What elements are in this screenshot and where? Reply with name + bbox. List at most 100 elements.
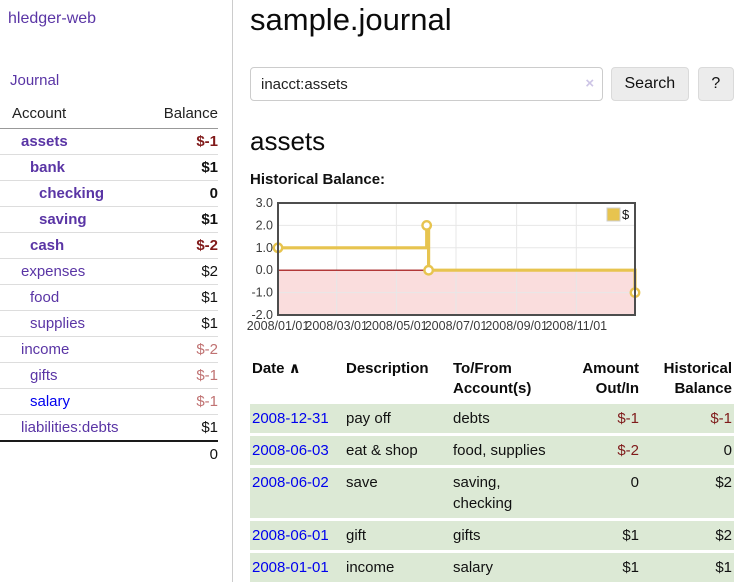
register-column-header-to-from-account-s-: To/From Account(s) [453,360,532,397]
sidebar-account-link-expenses[interactable]: expenses [21,263,86,280]
balance-column-header: Balance [128,101,218,129]
sidebar-account-link-cash[interactable]: cash [30,237,65,254]
account-name-cell: supplies [0,310,128,337]
y-tick-label: -1.0 [251,286,273,300]
account-name-cell: expenses [0,258,128,285]
sidebar-account-balance: $1 [128,154,218,181]
transaction-date-cell: 2008-12-31 [250,404,346,436]
sidebar-account-balance: $-1 [128,362,218,389]
data-point-marker [423,264,435,276]
register-transaction-row: 2008-12-31 pay off debts $-1 $-1 [250,404,734,436]
sidebar-account-link-liabilities-debts[interactable]: liabilities:debts [21,419,119,436]
sidebar-account-row: gifts $-1 [0,362,218,389]
account-name-cell: saving [0,206,128,233]
sidebar-account-rows: assets $-1 bank $1 checking 0 saving $1 cash $-2 e… [0,128,218,442]
transaction-date-cell: 2008-06-01 [250,519,346,553]
transaction-description: pay off [346,404,453,436]
account-name-cell: income [0,336,128,363]
sidebar-account-link-assets[interactable]: assets [21,133,68,150]
register-column-header-date[interactable]: Date ∧ [252,360,301,377]
transaction-accounts: debts [453,404,565,436]
x-tick-label: 2008/03/01 [305,319,368,333]
sidebar-account-link-food[interactable]: food [30,289,60,306]
register-header-row: Date ∧ Description To/From Account(s) Amoun… [250,359,734,404]
sidebar-account-balance: 0 [128,180,218,207]
sidebar-account-balance: $-1 [128,128,218,155]
account-column-header: Account [0,101,128,129]
account-name-cell: liabilities:debts [0,414,128,442]
search-button[interactable]: Search [611,67,689,101]
register-transaction-row: 2008-06-03 eat & shop food, supplies $-2 0 [250,434,734,468]
register-column-header-description: Description [346,360,429,377]
sidebar-account-row: saving $1 [0,206,218,233]
transaction-accounts: food, supplies [453,434,565,468]
legend-swatch [606,207,621,222]
clear-search-icon[interactable]: × [585,75,595,92]
y-tick-label: -2.0 [251,308,273,322]
y-tick-label: 3.0 [256,196,273,210]
sidebar-account-balance: $1 [128,206,218,233]
sidebar-account-link-salary[interactable]: salary [30,393,71,410]
sidebar-account-balance: $1 [128,310,218,337]
app-brand-link[interactable]: hledger-web [8,10,97,27]
transaction-date-link[interactable]: 2008-01-01 [252,559,329,576]
account-name-cell: salary [0,388,128,415]
sidebar-account-link-saving[interactable]: saving [39,211,87,228]
data-point-marker [421,220,433,231]
sidebar-account-link-income[interactable]: income [21,341,70,358]
sidebar-account-row: salary $-1 [0,388,218,415]
sidebar-account-row: bank $1 [0,154,218,181]
transaction-description: save [346,466,453,521]
help-button[interactable]: ? [697,67,734,101]
account-name-cell: gifts [0,362,128,389]
x-tick-label: 2008/09/01 [485,319,548,333]
transaction-balance: $-1 [647,404,734,436]
x-tick-label: 2008/07/01 [425,319,488,333]
transaction-date-cell: 2008-06-02 [250,466,346,521]
search-input[interactable] [250,67,604,101]
transaction-description: income [346,551,453,585]
transaction-amount: 0 [565,466,647,521]
transaction-accounts: gifts [453,519,565,553]
account-heading: assets [250,126,326,156]
sidebar-item-journal[interactable]: Journal [10,72,60,89]
transaction-amount: $1 [565,519,647,553]
page-title: sample.journal [250,2,452,37]
transaction-date-link[interactable]: 2008-06-03 [252,442,329,459]
sidebar-account-link-gifts[interactable]: gifts [30,367,58,384]
sidebar-account-row: checking 0 [0,180,218,207]
transaction-accounts: salary [453,551,565,585]
register-rows: 2008-12-31 pay off debts $-1 $-1 2008-06-03 ea… [250,404,734,585]
sidebar-account-balance: $-2 [128,336,218,363]
sidebar-account-balance: $-2 [128,232,218,259]
sidebar-account-link-supplies[interactable]: supplies [30,315,86,332]
transaction-amount: $1 [565,551,647,585]
balance-chart: $3.0 2.0 1.0 0.0 -1.0 -2.02008/01/012008/03/0… [247,196,641,333]
transaction-date-cell: 2008-01-01 [250,551,346,585]
transaction-amount: $-2 [565,434,647,468]
sidebar-account-row: food $1 [0,284,218,311]
account-tree-header-row: Account Balance [0,101,218,129]
sidebar-account-row: cash $-2 [0,232,218,259]
transaction-description: eat & shop [346,434,453,468]
register-table: Date ∧ Description To/From Account(s) Amoun… [250,359,734,585]
transaction-balance: $2 [647,519,734,553]
register-column-header-amount-out-in: Amount Out/In [582,360,639,397]
transaction-date-link[interactable]: 2008-12-31 [252,410,329,427]
transaction-date-link[interactable]: 2008-06-01 [252,527,329,544]
y-tick-label: 2.0 [256,218,273,232]
register-transaction-row: 2008-01-01 income salary $1 $1 [250,551,734,585]
sidebar-account-link-bank[interactable]: bank [30,159,66,176]
sidebar-account-balance: $2 [128,258,218,285]
transaction-date-link[interactable]: 2008-06-02 [252,474,329,491]
sidebar-account-row: assets $-1 [0,128,218,155]
register-transaction-row: 2008-06-02 save saving, checking 0 $2 [250,466,734,521]
x-tick-label: 2008/01/01 [247,319,310,333]
transaction-amount: $-1 [565,404,647,436]
account-tree-table: Account Balance assets $-1 bank $1 checking 0… [0,101,218,467]
plot-border [277,202,636,316]
sidebar-account-link-checking[interactable]: checking [39,185,105,202]
search-bar: × Search ? [250,67,734,101]
sidebar-account-balance: $1 [128,414,218,442]
sidebar: hledger-web Journal Account Balance asse… [0,0,233,582]
